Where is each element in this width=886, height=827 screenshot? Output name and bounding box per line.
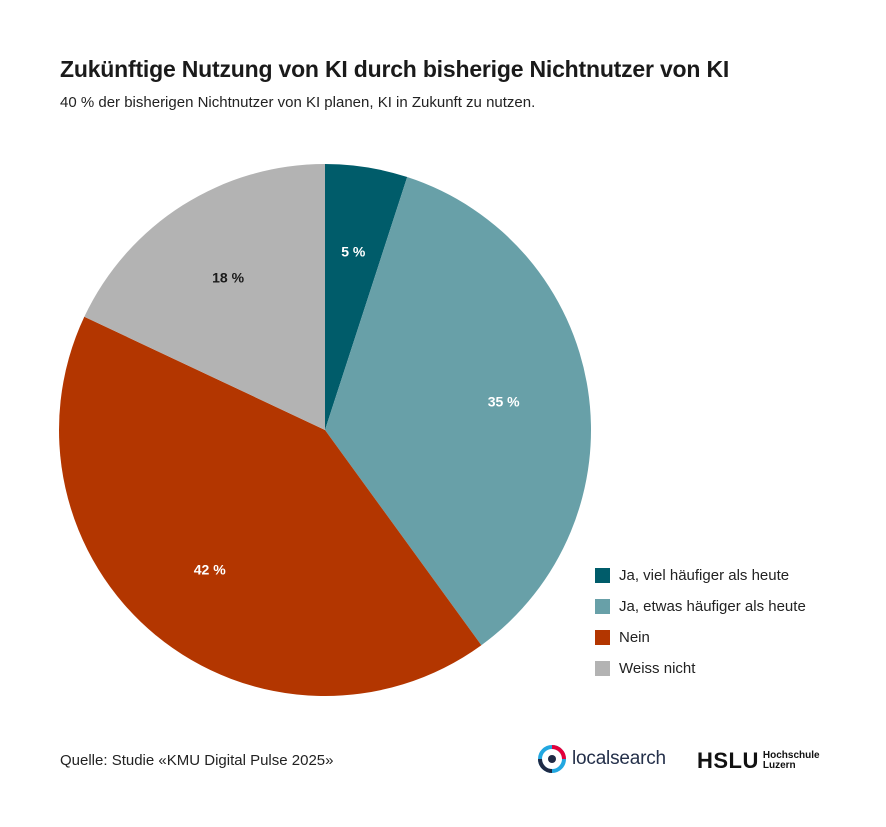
- hslu-wordmark: HSLU: [697, 748, 759, 773]
- pie-slice-label-3: 42 %: [194, 561, 226, 577]
- legend-swatch: [595, 661, 610, 676]
- chart-title: Zukünftige Nutzung von KI durch bisherig…: [60, 56, 730, 82]
- pie-slice-4: [84, 164, 325, 430]
- pie-slice-label-2: 35 %: [488, 394, 520, 410]
- legend-label: Weiss nicht: [619, 660, 696, 677]
- hslu-subtitle-line2: Luzern: [762, 760, 796, 771]
- pie-slice-1: [325, 164, 408, 430]
- legend-swatch: [595, 599, 610, 614]
- legend-item-4: Weiss nicht: [595, 653, 806, 684]
- localsearch-icon: [538, 745, 566, 773]
- pie-slice-label-4: 18 %: [212, 269, 244, 285]
- pie-slices: [58, 164, 592, 696]
- legend: Ja, viel häufiger als heute Ja, etwas häu…: [595, 560, 806, 684]
- legend-item-3: Nein: [595, 622, 806, 653]
- legend-label: Ja, viel häufiger als heute: [619, 567, 790, 584]
- hslu-subtitle-line1: Hochschule: [762, 750, 820, 761]
- pie-slice-3: [58, 316, 482, 696]
- legend-item-1: Ja, viel häufiger als heute: [595, 560, 806, 591]
- hslu-logo: HSLU Hochschule Luzern: [697, 748, 820, 774]
- legend-label: Ja, etwas häufiger als heute: [619, 598, 806, 615]
- hslu-subtitle: Hochschule Luzern: [763, 751, 820, 771]
- localsearch-logo: localsearch: [538, 745, 666, 773]
- legend-swatch: [595, 568, 610, 583]
- pie-slice-label-1: 5 %: [341, 243, 366, 259]
- source-note: Quelle: Studie «KMU Digital Pulse 2025»: [60, 752, 334, 769]
- localsearch-wordmark: localsearch: [572, 748, 666, 769]
- legend-item-2: Ja, etwas häufiger als heute: [595, 591, 806, 622]
- chart-subtitle: 40 % der bisherigen Nichtnutzer von KI p…: [60, 94, 536, 111]
- legend-label: Nein: [619, 629, 650, 646]
- legend-swatch: [595, 630, 610, 645]
- pie-slice-2: [325, 177, 592, 646]
- pie-slice-labels: 5 % 35 % 42 % 18 %: [194, 243, 520, 577]
